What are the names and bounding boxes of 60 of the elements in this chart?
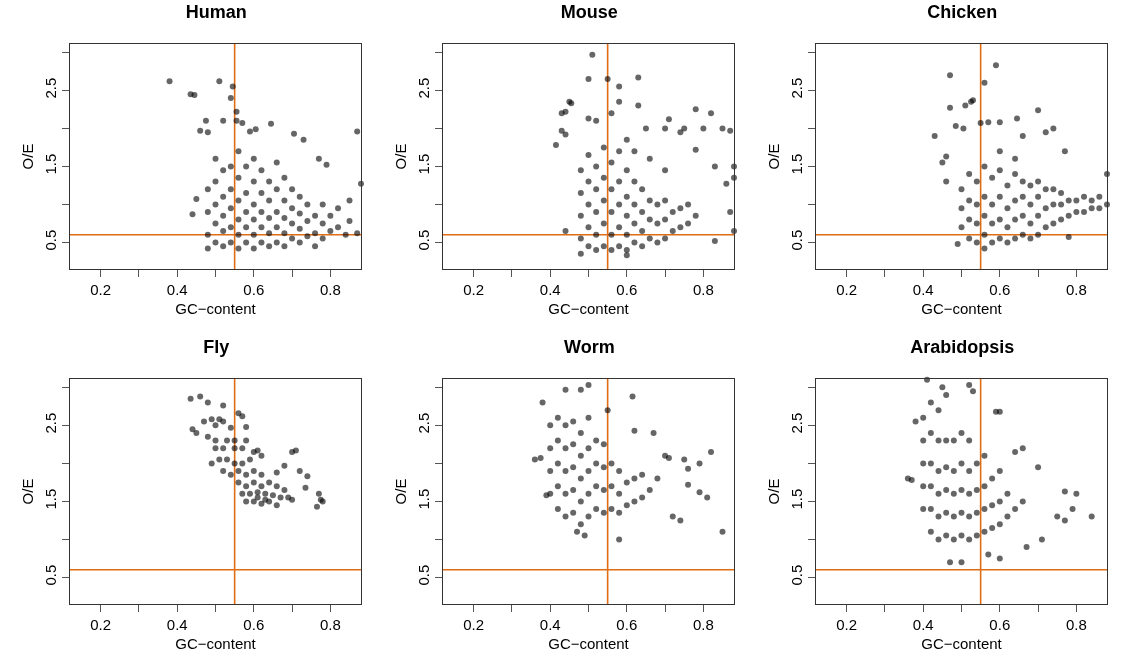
x-axis-title: GC−content	[548, 300, 630, 317]
x-tick-label: 0.8	[319, 616, 341, 633]
y-axis-title: O/E	[765, 143, 783, 170]
y-axis-title: O/E	[765, 478, 783, 505]
chart-title: Fly	[203, 336, 230, 357]
y-tick-label: 1.5	[415, 153, 432, 175]
chart-title: Worm	[564, 336, 615, 357]
x-tick-label: 0.6	[243, 616, 265, 633]
y-axis-title: O/E	[19, 143, 37, 170]
x-tick-label: 0.4	[166, 281, 188, 298]
x-tick-label: 0.6	[616, 281, 638, 298]
x-tick-label: 0.8	[1065, 616, 1087, 633]
x-tick-label: 0.6	[616, 616, 638, 633]
x-tick-label: 0.8	[319, 281, 341, 298]
y-tick-label: 0.5	[42, 564, 59, 586]
y-tick-label: 0.5	[415, 229, 432, 251]
x-axis-title: GC−content	[921, 300, 1003, 317]
y-tick-label: 0.5	[788, 564, 805, 586]
y-axis-title: O/E	[392, 143, 410, 170]
y-tick-label: 0.5	[42, 229, 59, 251]
y-tick-label: 1.5	[42, 488, 59, 510]
chart-title: Mouse	[560, 1, 618, 22]
y-tick-label: 1.5	[788, 488, 805, 510]
y-tick-label: 0.5	[788, 229, 805, 251]
x-axis-title: GC−content	[921, 635, 1003, 652]
x-axis-title: GC−content	[175, 635, 257, 652]
y-tick-label: 2.5	[788, 412, 805, 434]
x-tick-label: 0.2	[463, 616, 485, 633]
x-tick-label: 0.2	[90, 281, 112, 298]
x-tick-label: 0.6	[243, 281, 265, 298]
y-tick-label: 2.5	[415, 412, 432, 434]
x-axis-title: GC−content	[548, 635, 630, 652]
y-tick-label: 1.5	[788, 153, 805, 175]
chart-title: Human	[185, 1, 247, 22]
y-tick-label: 1.5	[415, 488, 432, 510]
x-tick-label: 0.2	[836, 616, 858, 633]
y-axis-title: O/E	[19, 478, 37, 505]
x-tick-label: 0.4	[912, 281, 934, 298]
x-tick-label: 0.4	[539, 281, 561, 298]
chart-title: Arabidopsis	[910, 336, 1015, 357]
y-tick-label: 2.5	[42, 77, 59, 99]
y-tick-label: 1.5	[42, 153, 59, 175]
x-tick-label: 0.6	[989, 616, 1011, 633]
x-tick-label: 0.4	[166, 616, 188, 633]
x-tick-label: 0.2	[836, 281, 858, 298]
x-tick-label: 0.2	[463, 281, 485, 298]
y-tick-label: 0.5	[415, 564, 432, 586]
y-axis-title: O/E	[392, 478, 410, 505]
y-tick-label: 2.5	[415, 77, 432, 99]
x-tick-label: 0.2	[90, 616, 112, 633]
x-tick-label: 0.8	[692, 616, 714, 633]
chart-title: Chicken	[927, 1, 998, 22]
x-tick-label: 0.4	[539, 616, 561, 633]
y-tick-label: 2.5	[42, 412, 59, 434]
x-axis-title: GC−content	[175, 300, 257, 317]
x-tick-label: 0.8	[1065, 281, 1087, 298]
y-tick-label: 2.5	[788, 77, 805, 99]
x-tick-label: 0.4	[912, 616, 934, 633]
x-tick-label: 0.8	[692, 281, 714, 298]
x-tick-label: 0.6	[989, 281, 1011, 298]
